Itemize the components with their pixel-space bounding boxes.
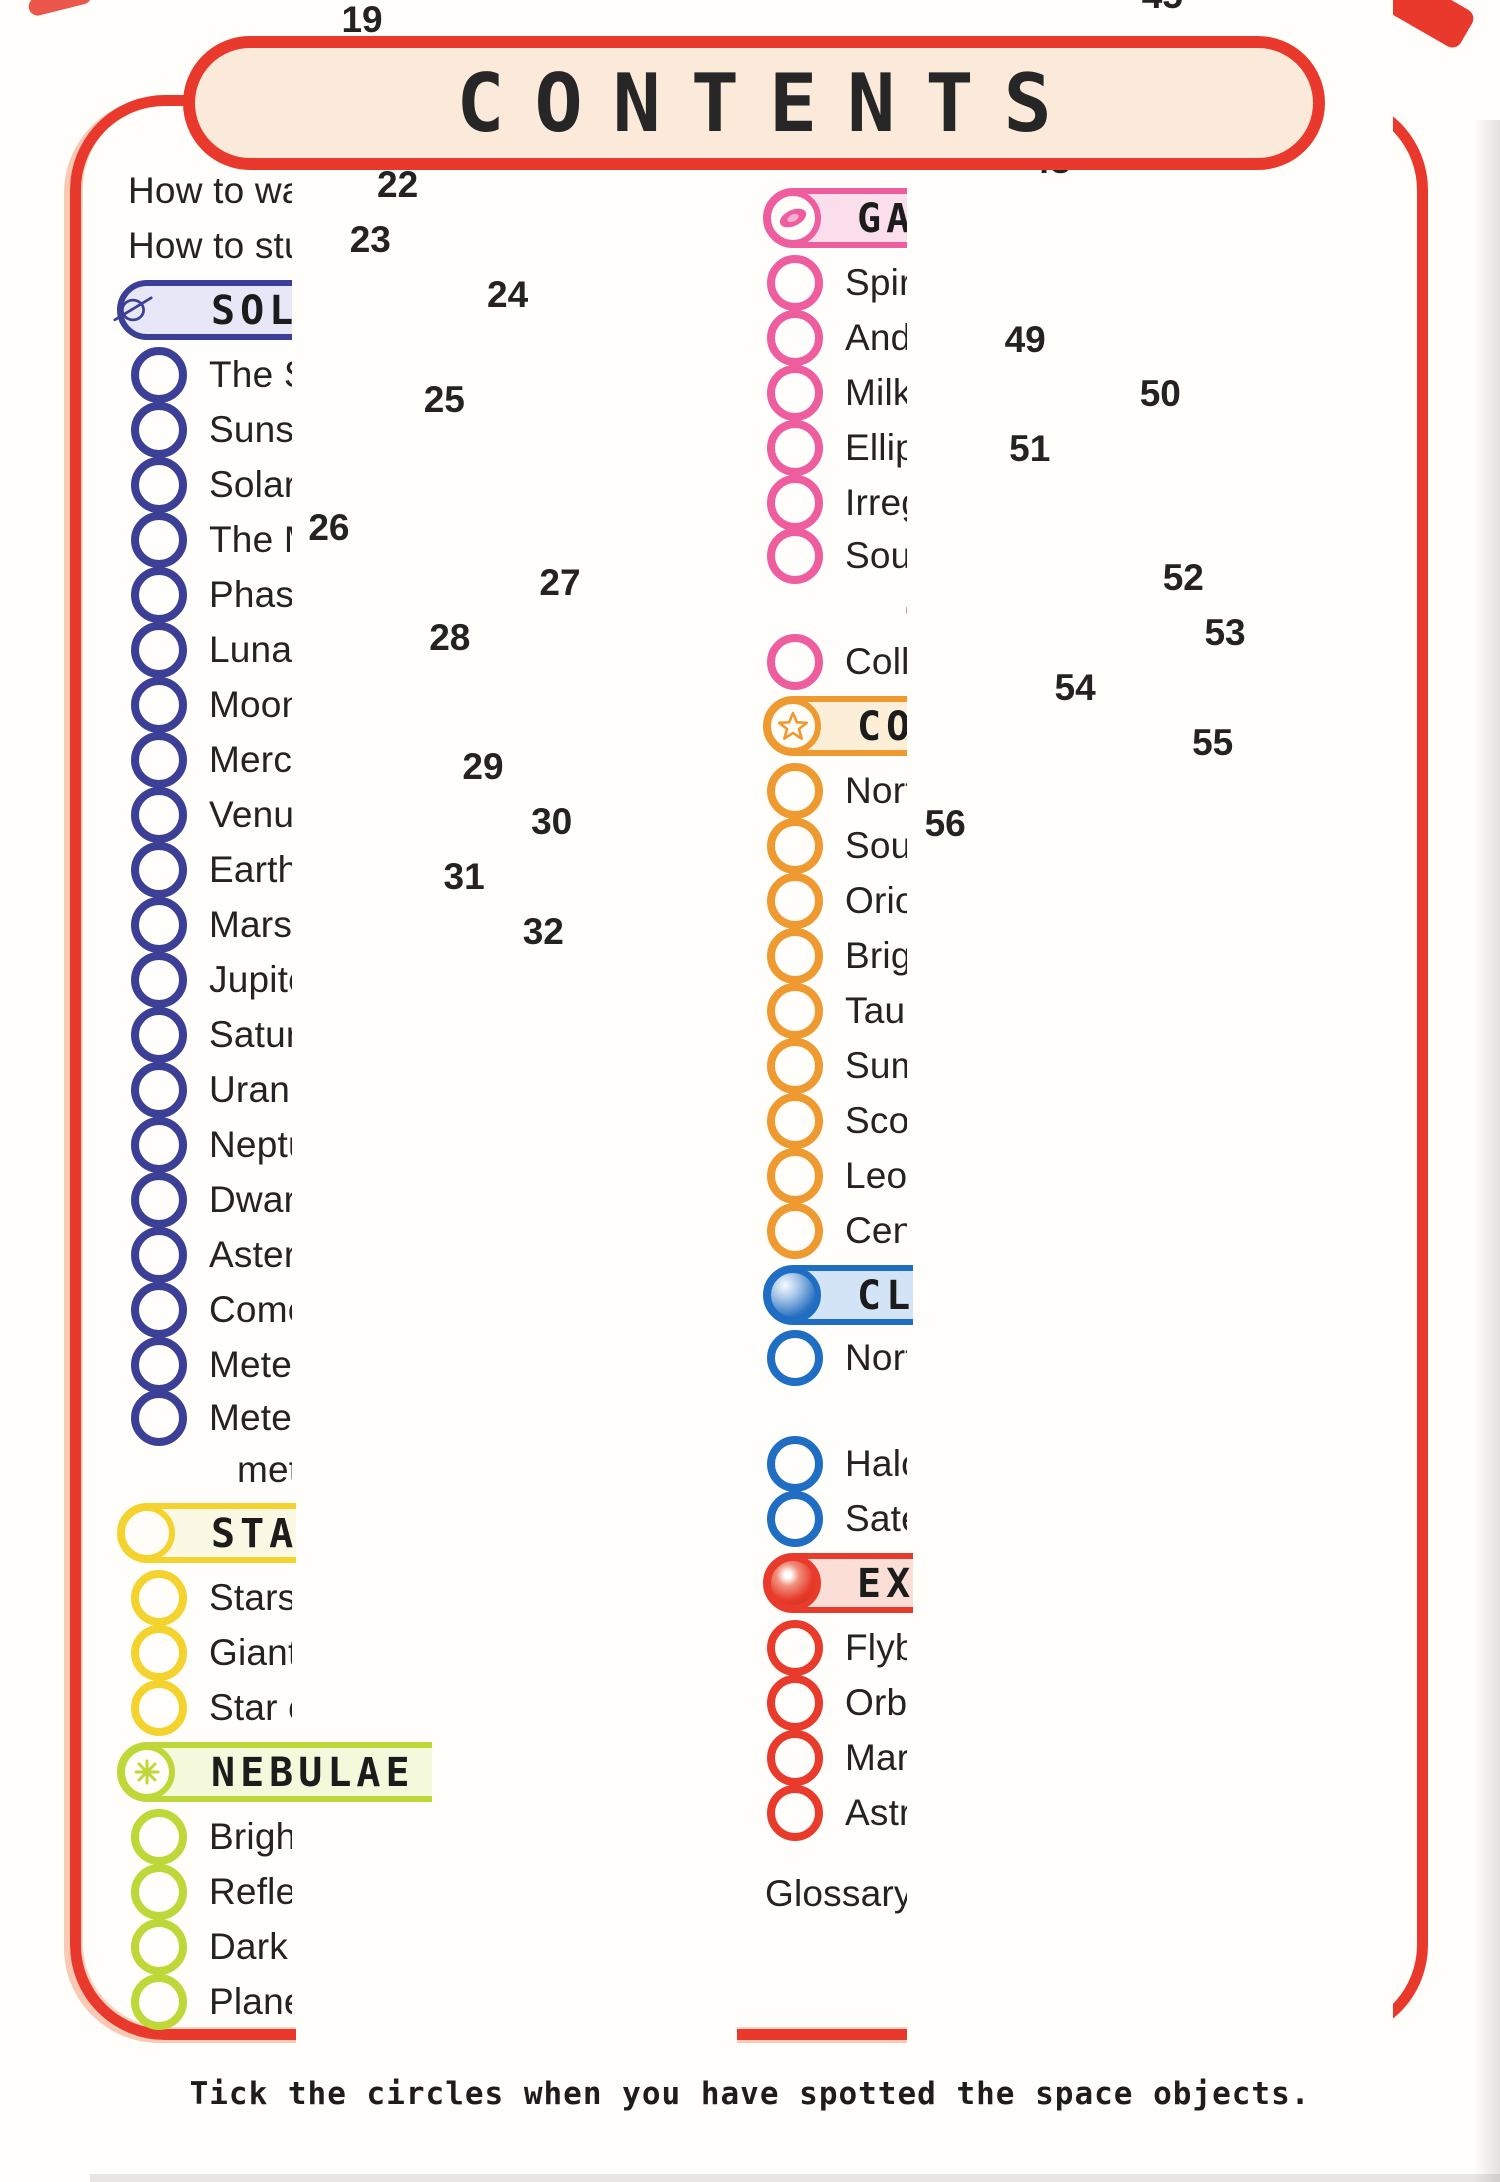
left-column: How to watch the night sky4How to study … — [95, 0, 737, 2182]
tick-circle[interactable] — [131, 1226, 187, 1283]
tick-circle[interactable] — [767, 927, 823, 984]
tick-circle[interactable] — [767, 1202, 823, 1259]
star-icon — [765, 698, 821, 754]
tick-circle[interactable] — [131, 1973, 187, 2030]
earth-globe-icon — [765, 1555, 821, 1611]
moon-sphere-icon — [765, 1267, 821, 1323]
tick-circle[interactable] — [767, 1674, 823, 1731]
tick-circle[interactable] — [767, 1784, 823, 1841]
tick-circle[interactable] — [767, 872, 823, 929]
tick-circle[interactable] — [767, 309, 823, 366]
tick-circle[interactable] — [131, 951, 187, 1008]
list-item: Glossary 56 — [763, 802, 1393, 2182]
tick-circle[interactable] — [131, 1116, 187, 1173]
tick-circle[interactable] — [767, 474, 823, 531]
item-label: Mars — [209, 903, 293, 945]
tick-circle[interactable] — [767, 982, 823, 1039]
tick-circle[interactable] — [767, 528, 823, 584]
tick-circle[interactable] — [131, 456, 187, 513]
tick-circle[interactable] — [131, 1336, 187, 1393]
ringed-planet-icon — [111, 288, 155, 332]
tick-circle[interactable] — [767, 817, 823, 874]
tick-circle[interactable] — [131, 1171, 187, 1228]
tick-circle[interactable] — [767, 419, 823, 476]
tick-circle[interactable] — [131, 1061, 187, 1118]
tick-circle[interactable] — [131, 1624, 187, 1681]
tick-circle[interactable] — [131, 1569, 187, 1626]
tick-circle[interactable] — [767, 1619, 823, 1676]
tick-circle[interactable] — [131, 1390, 187, 1446]
tick-circle[interactable] — [131, 896, 187, 953]
tick-circle[interactable] — [767, 254, 823, 311]
tick-circle[interactable] — [131, 1918, 187, 1975]
tick-circle[interactable] — [767, 1037, 823, 1094]
sun-circle-icon — [119, 1505, 175, 1561]
tick-circle[interactable] — [767, 1729, 823, 1786]
list-item: Planetary nebulae32 — [95, 910, 737, 2182]
item-label: Stars — [209, 1576, 297, 1618]
tick-circle[interactable] — [131, 401, 187, 458]
item-label: Glossary — [765, 1872, 913, 1914]
tick-circle[interactable] — [131, 1281, 187, 1338]
tick-circle[interactable] — [767, 364, 823, 421]
tick-circle[interactable] — [767, 1435, 823, 1492]
tick-circle[interactable] — [131, 1863, 187, 1920]
tick-circle[interactable] — [131, 1808, 187, 1865]
scan-bottom-edge — [90, 2174, 1500, 2182]
page-number: 32 — [510, 910, 737, 2182]
tick-circle[interactable] — [767, 1092, 823, 1149]
tick-circle[interactable] — [767, 762, 823, 819]
tick-circle[interactable] — [131, 676, 187, 733]
tick-circle[interactable] — [131, 841, 187, 898]
contents-banner: CONTENTS — [183, 36, 1325, 170]
item-label: Earth — [209, 848, 299, 890]
tick-circle[interactable] — [131, 786, 187, 843]
tick-circle[interactable] — [767, 1490, 823, 1547]
page-title: CONTENTS — [456, 56, 1082, 150]
tick-circle[interactable] — [767, 1147, 823, 1204]
scan-edge — [1474, 120, 1500, 2182]
section-title: NEBULAE — [211, 1750, 415, 1796]
tick-circle[interactable] — [767, 633, 823, 690]
tick-circle[interactable] — [131, 1679, 187, 1736]
spiral-galaxy-icon — [765, 190, 821, 246]
tick-circle[interactable] — [131, 1006, 187, 1063]
tick-circle[interactable] — [131, 621, 187, 678]
tick-circle[interactable] — [767, 1330, 823, 1386]
footer-note: Tick the circles when you have spotted t… — [189, 2076, 1311, 2112]
right-column: GALAXIESSpiral galaxies33Andromeda Galax… — [763, 0, 1393, 2182]
nebula-icon — [119, 1744, 175, 1800]
tick-circle[interactable] — [131, 346, 187, 403]
tick-circle[interactable] — [131, 511, 187, 568]
tick-circle[interactable] — [131, 731, 187, 788]
page-number: 56 — [912, 802, 1393, 2182]
scan-artifact-top-left — [26, 0, 94, 18]
tick-circle[interactable] — [131, 566, 187, 623]
item-label: Leo — [845, 1154, 908, 1196]
